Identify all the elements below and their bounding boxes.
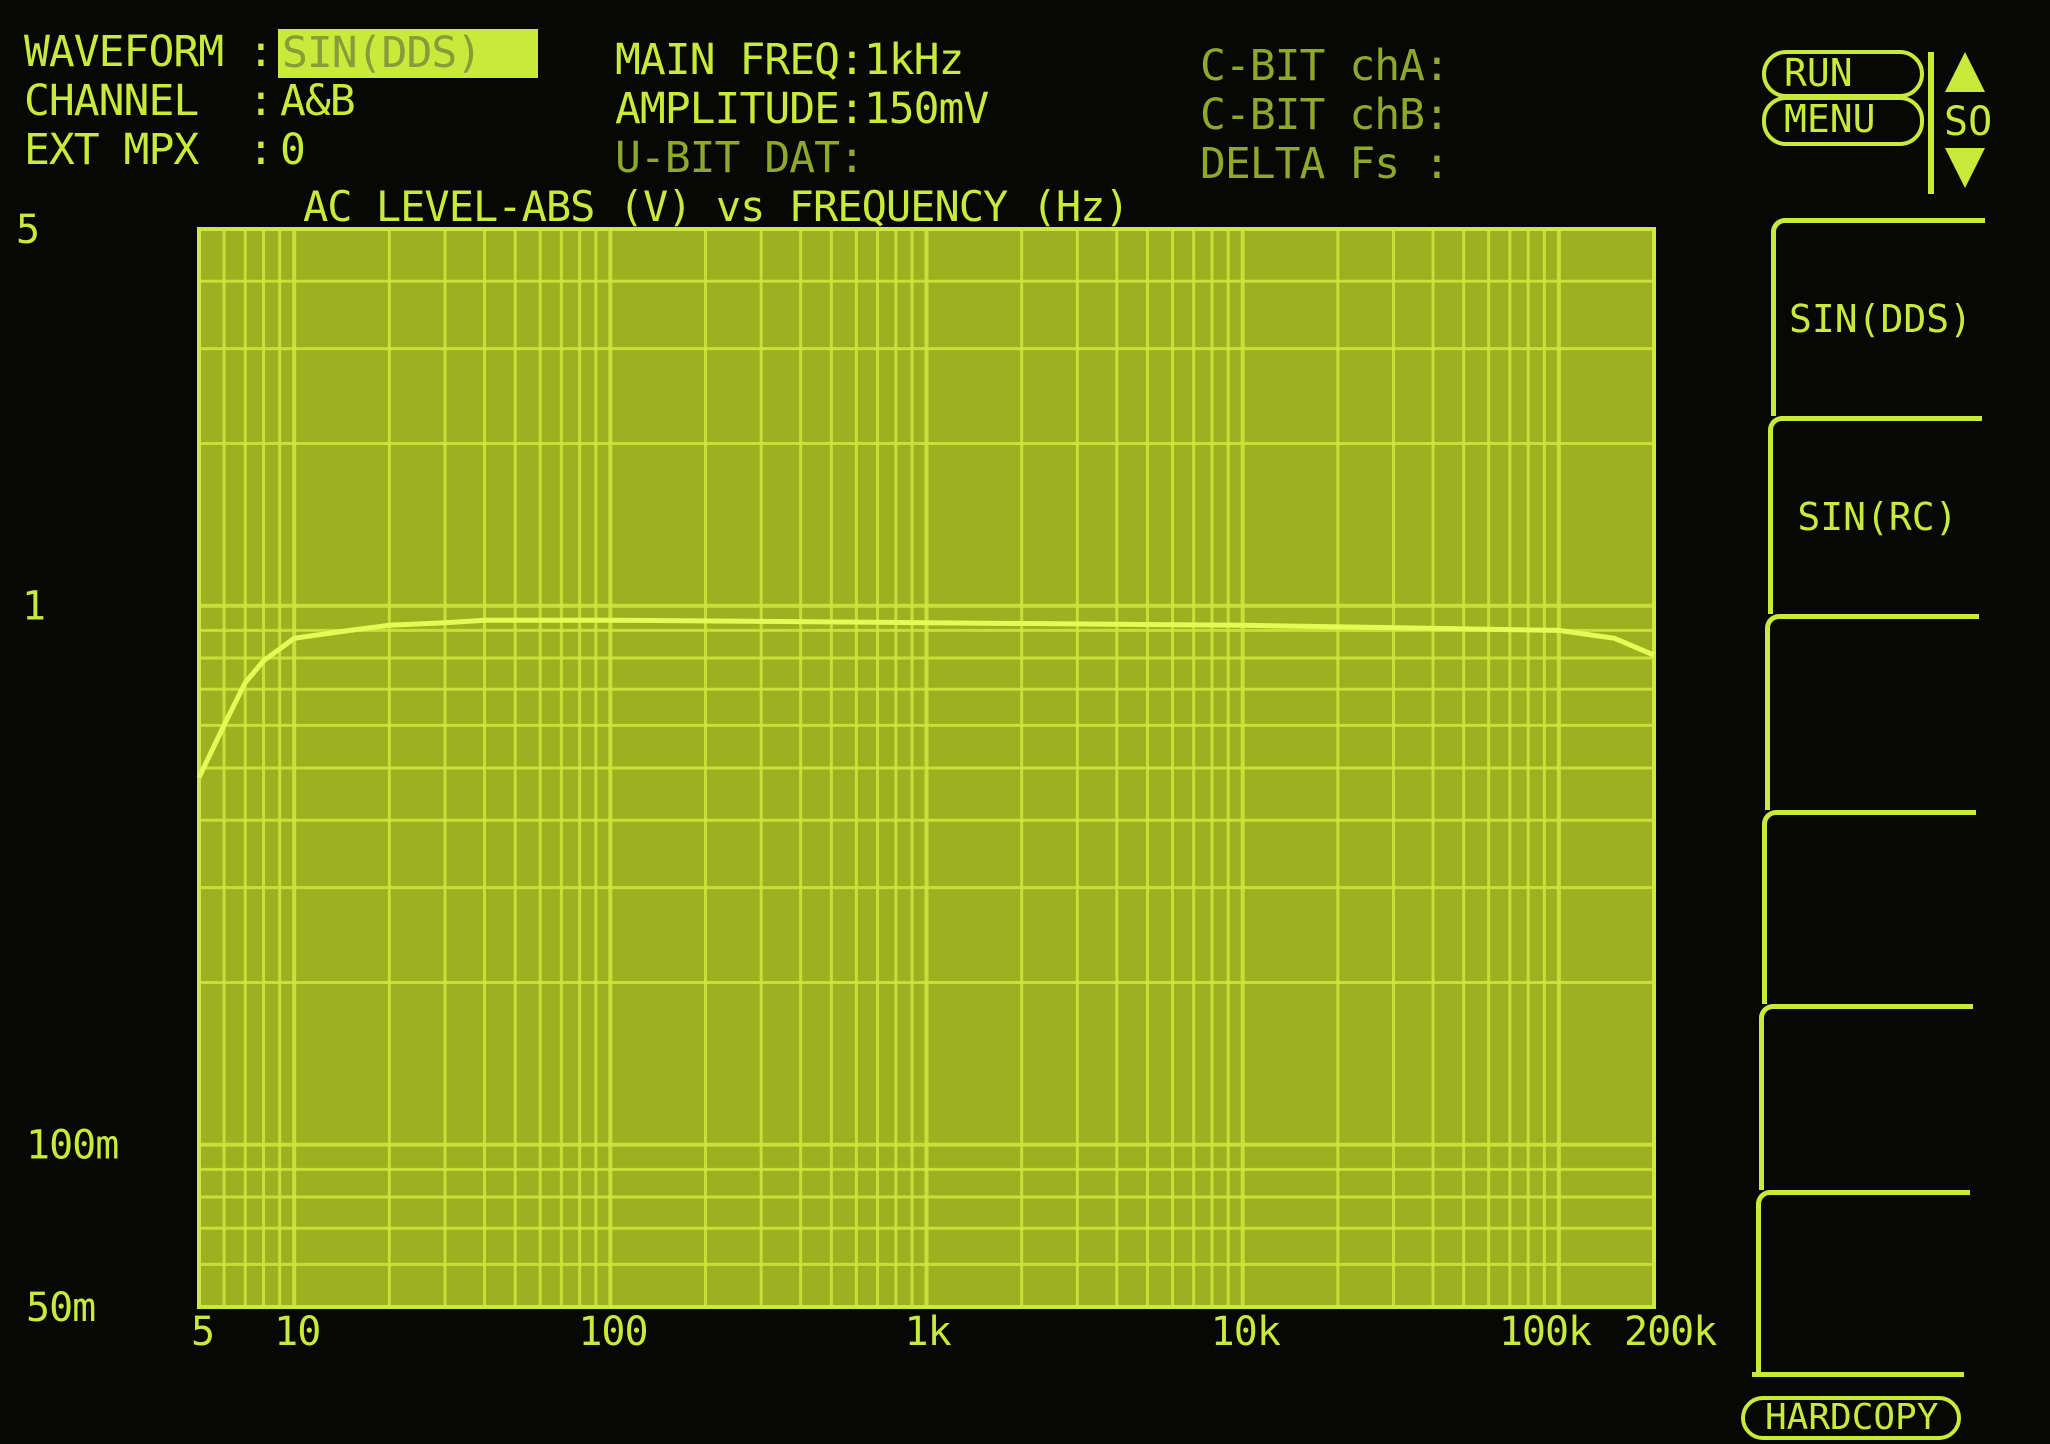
ext-mpx-label: EXT MPX : bbox=[24, 125, 274, 175]
scroll-label: SO bbox=[1944, 99, 1993, 145]
scroll-up-icon[interactable] bbox=[1945, 52, 1985, 92]
ext-mpx-value[interactable]: 0 bbox=[280, 125, 306, 175]
plot-border bbox=[197, 227, 1656, 1309]
softkey-4[interactable] bbox=[1762, 810, 1976, 1004]
run-label: RUN bbox=[1784, 51, 1853, 95]
x-tick-label: 100 bbox=[578, 1309, 647, 1355]
run-button[interactable]: RUN bbox=[1762, 50, 1924, 98]
y-tick-label: 50m bbox=[26, 1285, 95, 1331]
x-tick-label: 200k bbox=[1624, 1309, 1717, 1355]
menu-label: MENU bbox=[1784, 97, 1876, 141]
channel-label: CHANNEL : bbox=[24, 76, 274, 126]
y-tick-label: 5 bbox=[16, 207, 39, 253]
softkey-5[interactable] bbox=[1759, 1004, 1973, 1190]
menu-button[interactable]: MENU bbox=[1762, 96, 1924, 146]
softkey-1[interactable]: SIN(DDS) bbox=[1771, 218, 1985, 416]
softkey-3[interactable] bbox=[1765, 614, 1979, 810]
x-tick-label: 10k bbox=[1211, 1309, 1281, 1355]
x-tick-label: 5 bbox=[191, 1309, 214, 1355]
scroll-down-icon[interactable] bbox=[1945, 148, 1985, 188]
softkey-label: SIN(DDS) bbox=[1788, 297, 1973, 341]
x-tick-label: 10 bbox=[274, 1309, 320, 1355]
y-tick-label: 1 bbox=[22, 584, 45, 630]
x-tick-label: 100k bbox=[1499, 1309, 1592, 1355]
waveform-label: WAVEFORM : bbox=[24, 27, 274, 77]
softkey-bottom-line bbox=[1752, 1372, 1964, 1377]
y-tick-label: 100m bbox=[26, 1123, 118, 1169]
c-bit-cha: C-BIT chA: bbox=[1200, 41, 1450, 91]
softkey-label: SIN(RC) bbox=[1797, 495, 1958, 539]
hardcopy-button[interactable]: HARDCOPY bbox=[1741, 1396, 1961, 1440]
main-freq: MAIN FREQ:1kHz bbox=[615, 35, 964, 85]
channel-value[interactable]: A&B bbox=[280, 76, 356, 126]
chart-title: AC LEVEL-ABS (V) vs FREQUENCY (Hz) bbox=[303, 182, 1130, 231]
x-tick-label: 1k bbox=[905, 1309, 952, 1355]
hardcopy-label: HARDCOPY bbox=[1765, 1397, 1939, 1438]
softkey-6[interactable] bbox=[1756, 1190, 1970, 1372]
u-bit-dat: U-BIT DAT: bbox=[615, 133, 865, 183]
c-bit-chb: C-BIT chB: bbox=[1200, 90, 1450, 140]
delta-fs: DELTA Fs : bbox=[1200, 139, 1450, 189]
amplitude: AMPLITUDE:150mV bbox=[615, 84, 989, 134]
divider bbox=[1928, 52, 1934, 194]
softkey-2[interactable]: SIN(RC) bbox=[1768, 416, 1982, 614]
waveform-value[interactable]: SIN(DDS) bbox=[278, 29, 538, 78]
